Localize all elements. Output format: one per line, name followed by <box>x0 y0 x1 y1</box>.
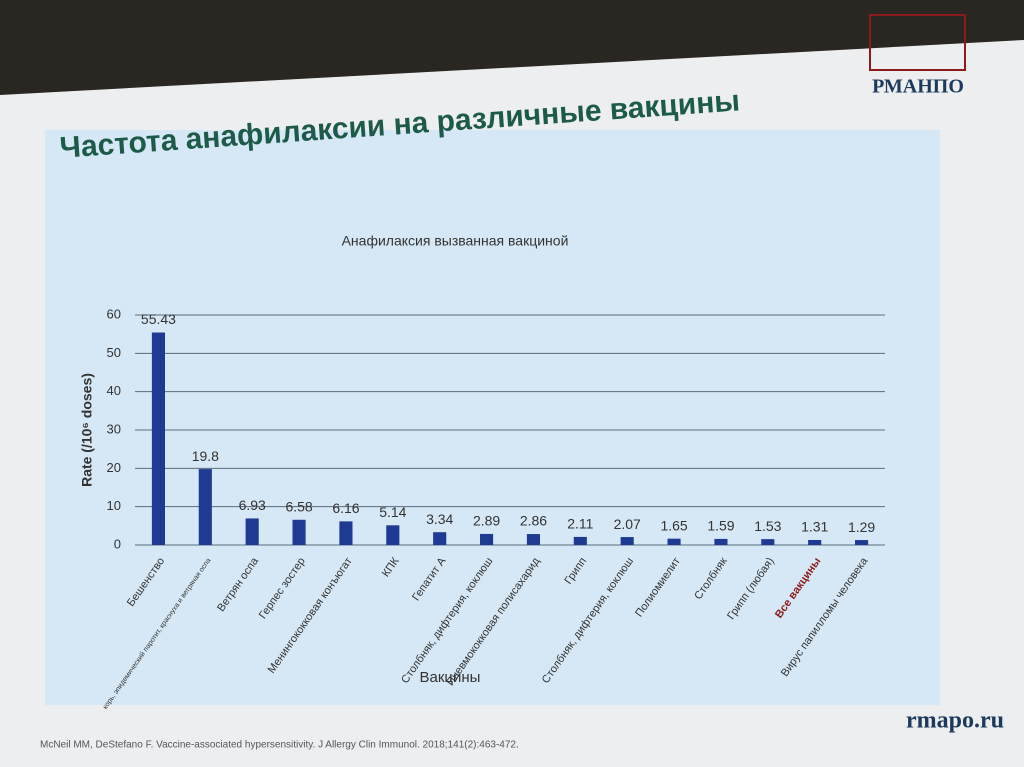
value-label: 1.65 <box>660 517 687 533</box>
value-label: 6.58 <box>285 498 312 514</box>
bar <box>292 519 306 545</box>
bar <box>245 518 259 545</box>
value-label: 1.29 <box>848 519 875 535</box>
value-label: 1.59 <box>707 518 734 534</box>
bar <box>573 536 587 545</box>
value-label: 2.86 <box>520 513 547 529</box>
chart-panel <box>45 130 940 705</box>
value-label: 1.31 <box>801 519 828 535</box>
bar <box>761 539 775 545</box>
logo-icon <box>869 14 966 71</box>
value-label: 6.93 <box>239 497 266 513</box>
y-axis-label: Rate (/10⁶ doses) <box>79 373 95 487</box>
value-label: 5.14 <box>379 504 406 520</box>
x-axis-label: Вакцины <box>420 669 481 686</box>
bar <box>714 538 728 545</box>
value-label: 2.89 <box>473 513 500 529</box>
bar <box>620 537 634 545</box>
y-tick-label: 40 <box>107 383 121 398</box>
value-label: 55.43 <box>141 311 176 327</box>
logo-text: РМАНПО <box>872 76 964 98</box>
y-tick-label: 30 <box>107 421 121 436</box>
value-label: 6.16 <box>332 500 359 516</box>
bar <box>808 539 822 545</box>
bar <box>480 533 494 545</box>
bar <box>198 469 212 545</box>
bar <box>667 538 681 545</box>
value-label: 3.34 <box>426 511 453 527</box>
bar <box>339 521 353 545</box>
bar <box>386 525 400 545</box>
y-tick-label: 60 <box>107 306 121 321</box>
value-label: 1.53 <box>754 518 781 534</box>
site: rmapo.ru <box>906 708 1004 734</box>
citation: McNeil MM, DeStefano F. Vaccine-associat… <box>40 740 519 751</box>
y-tick-label: 50 <box>107 345 121 360</box>
value-label: 19.8 <box>192 448 219 464</box>
bar <box>433 532 447 545</box>
chart-title: Анафилаксия вызванная вакциной <box>342 233 569 249</box>
value-label: 2.11 <box>567 516 593 532</box>
bar <box>855 540 869 545</box>
bar <box>526 534 540 545</box>
y-tick-label: 20 <box>107 460 121 475</box>
bar <box>151 332 165 545</box>
value-label: 2.07 <box>614 516 641 532</box>
y-tick-label: 10 <box>107 498 121 513</box>
y-tick-label: 0 <box>114 536 121 551</box>
